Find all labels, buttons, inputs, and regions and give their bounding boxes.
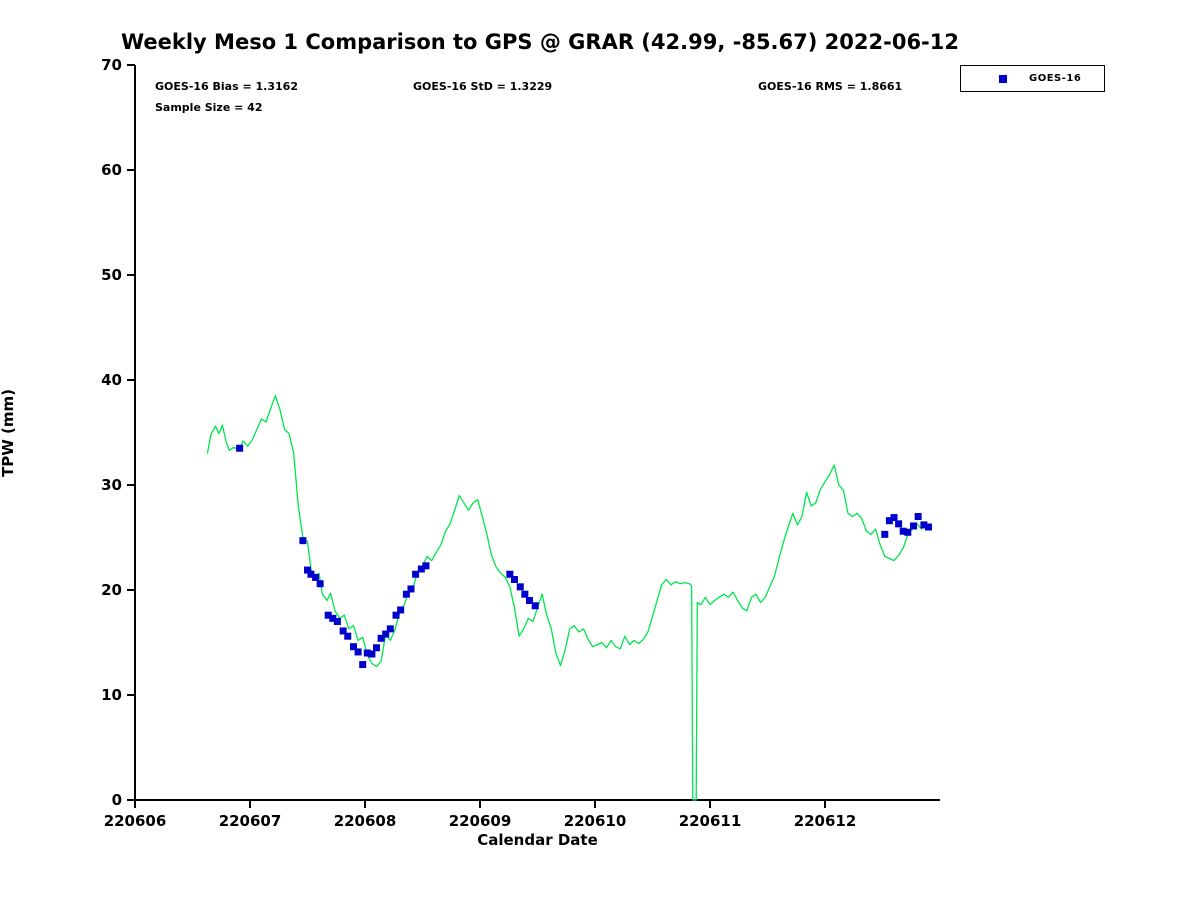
stat-rms: GOES-16 RMS = 1.8661 <box>758 80 903 93</box>
svg-text:50: 50 <box>101 266 122 284</box>
svg-text:60: 60 <box>101 161 122 179</box>
svg-text:10: 10 <box>101 686 122 704</box>
svg-text:40: 40 <box>101 371 122 389</box>
y-axis-label: TPW (mm) <box>0 389 17 477</box>
svg-text:220611: 220611 <box>679 812 742 830</box>
svg-text:0: 0 <box>112 791 122 809</box>
svg-text:220610: 220610 <box>564 812 627 830</box>
svg-text:220607: 220607 <box>219 812 282 830</box>
x-axis-label: Calendar Date <box>477 831 598 849</box>
stat-std: GOES-16 StD = 1.3229 <box>413 80 553 93</box>
svg-text:220606: 220606 <box>104 812 167 830</box>
stat-sample-size: Sample Size = 42 <box>155 101 263 114</box>
goes16-legend-marker-icon <box>999 74 1007 83</box>
legend-box: GOES-16 <box>960 65 1105 92</box>
svg-text:20: 20 <box>101 581 122 599</box>
chart-title: Weekly Meso 1 Comparison to GPS @ GRAR (… <box>120 30 959 54</box>
svg-text:70: 70 <box>101 56 122 74</box>
stat-bias: GOES-16 Bias = 1.3162 <box>155 80 298 93</box>
svg-text:220609: 220609 <box>449 812 512 830</box>
svg-text:30: 30 <box>101 476 122 494</box>
legend-label: GOES-16 <box>1029 73 1082 84</box>
svg-text:220612: 220612 <box>794 812 857 830</box>
svg-text:220608: 220608 <box>334 812 397 830</box>
